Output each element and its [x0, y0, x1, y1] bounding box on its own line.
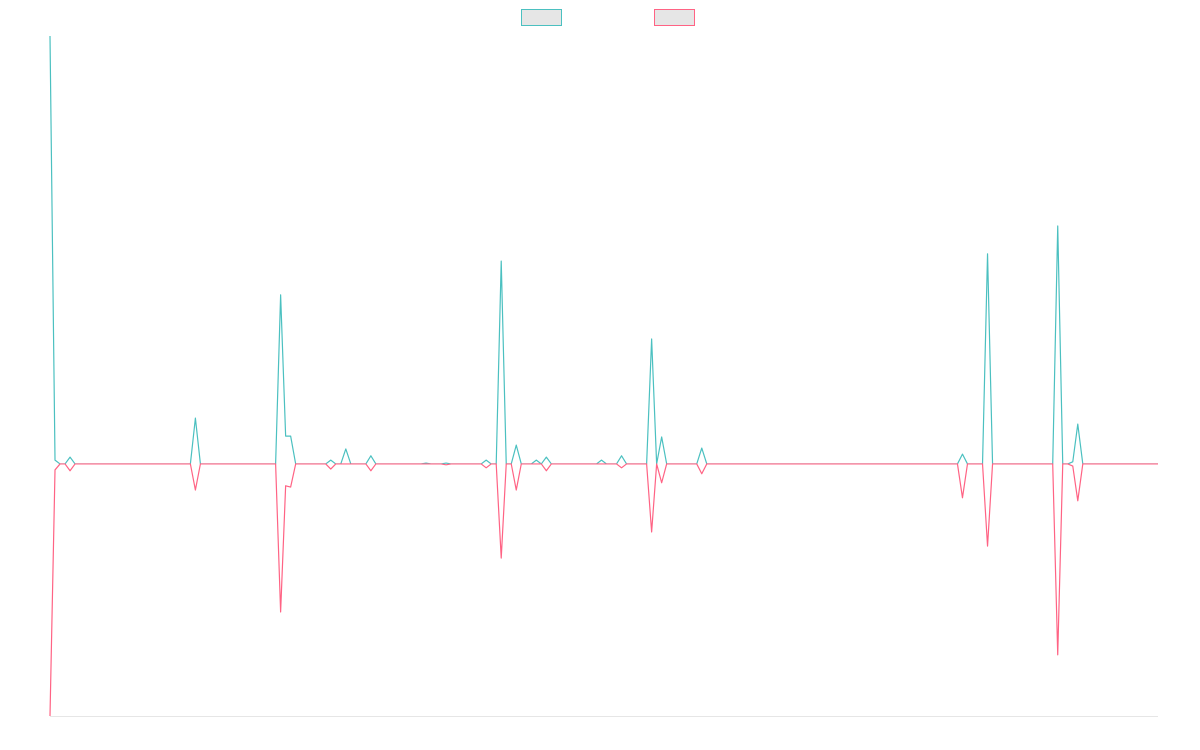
legend-swatch[interactable] — [521, 9, 562, 26]
legend-swatch[interactable] — [654, 9, 695, 26]
series-line — [49, 463, 1158, 717]
series-line — [49, 35, 1158, 465]
